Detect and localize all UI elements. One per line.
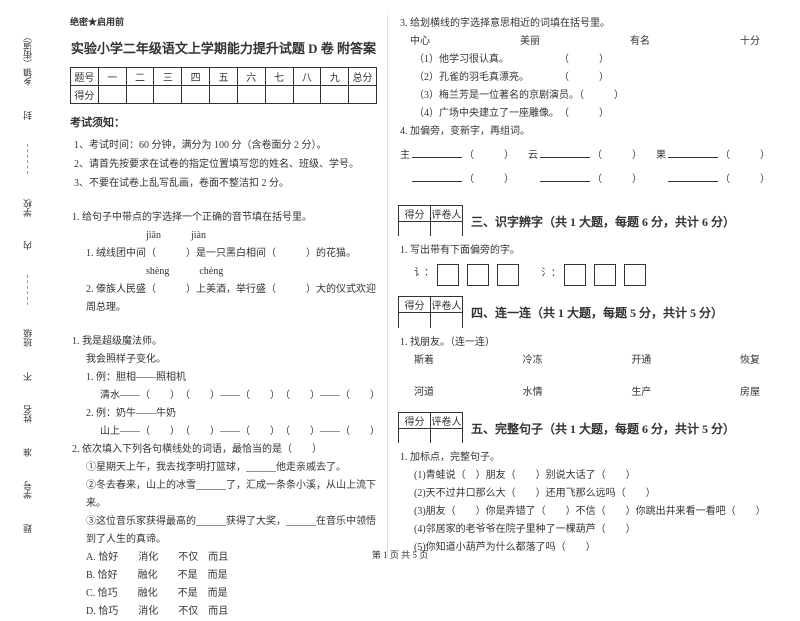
section-4: 得分评卷人 四、连一连（共 1 大题，每题 5 分，共计 5 分） (398, 296, 770, 327)
q-text: 1. 写出带有下面偏旁的字。 (400, 242, 770, 260)
side-label: 不 (21, 372, 34, 381)
q-text: 1. 我是超级魔法师。 (72, 333, 377, 351)
binding-margin: 乡镇（街道） 封 学校 内 班级 不 姓名 准 学号 题 (0, 0, 55, 565)
th: 五 (210, 68, 238, 86)
q-text: 4. 加偏旁，变新字，再组词。 (400, 123, 770, 141)
th: 二 (126, 68, 154, 86)
exam-title: 实验小学二年级语文上学期能力提升试题 D 卷 附答案 (70, 38, 377, 57)
left-column: 绝密★启用前 实验小学二年级语文上学期能力提升试题 D 卷 附答案 题号 一 二… (60, 15, 388, 557)
th: 题号 (71, 68, 99, 86)
side-label: 封 (21, 111, 34, 120)
notice-item: 1、考试时间：60 分钟，满分为 100 分（含卷面分 2 分）。 (74, 136, 377, 155)
side-label: 班级 (21, 329, 34, 347)
blank-row: （ ） （ ） （ ） (400, 171, 770, 189)
q-text: 1. 给句子中带点的字选择一个正确的音节填在括号里。 (72, 209, 377, 227)
notice-item: 2、请首先按要求在试卷的指定位置填写您的姓名、班级、学号。 (74, 155, 377, 174)
th: 六 (237, 68, 265, 86)
question-block: 1. 我是超级魔法师。 我会照样子变化。 1. 例：胆相——照相机 清水——（ … (70, 333, 377, 621)
question-block: 1. 给句子中带点的字选择一个正确的音节填在括号里。 jiānjiàn 1. 绒… (70, 209, 377, 317)
side-label: 学号 (21, 481, 34, 499)
section-3: 得分评卷人 三、识字辨字（共 1 大题，每题 6 分，共计 6 分） (398, 205, 770, 236)
score-entry-box: 得分评卷人 (398, 412, 463, 443)
q-line: 1. 绒线团中间（ ）是一只黑白相间（ ）的花猫。 (72, 245, 377, 263)
section-5: 得分评卷人 五、完整句子（共 1 大题，每题 6 分，共计 5 分） (398, 412, 770, 443)
side-label: 题 (21, 524, 34, 533)
score-table: 题号 一 二 三 四 五 六 七 八 九 总分 得分 (70, 67, 377, 104)
th: 一 (98, 68, 126, 86)
score-entry-box: 得分评卷人 (398, 205, 463, 236)
question-block: 1. 找朋友。（连一连） 斯着 冷冻 开通 恢复 河道 水情 生产 房屋 (398, 334, 770, 402)
blank-row: 主（ ） 云（ ） 果（ ） (400, 147, 770, 165)
notice-list: 1、考试时间：60 分钟，满分为 100 分（含卷面分 2 分）。 2、请首先按… (70, 136, 377, 193)
question-block: 1. 写出带有下面偏旁的字。 讠： 氵： (398, 242, 770, 286)
page-content: 绝密★启用前 实验小学二年级语文上学期能力提升试题 D 卷 附答案 题号 一 二… (0, 0, 800, 565)
question-block: 1. 加标点，完整句子。 (1)青蛙说（ ）朋友（ ）别说大话了（ ） (2)天… (398, 449, 770, 557)
side-label: 准 (21, 448, 34, 457)
q-text: 3. 给划横线的字选择意思相近的词填在括号里。 (400, 15, 770, 33)
side-label: 学校 (21, 199, 34, 217)
secret-label: 绝密★启用前 (70, 15, 377, 28)
match-row: 河道 水情 生产 房屋 (400, 384, 770, 402)
notice-item: 3、不要在试卷上乱写乱画，卷面不整洁扣 2 分。 (74, 174, 377, 193)
dash-line (27, 275, 28, 305)
q-line: 2. 傣族人民盛（ ）上美酒，举行盛（ ）大的仪式欢迎周总理。 (72, 281, 377, 317)
match-row: 斯着 冷冻 开通 恢复 (400, 352, 770, 370)
dash-line (27, 144, 28, 174)
th: 七 (265, 68, 293, 86)
td: 得分 (71, 86, 99, 104)
score-entry-box: 得分评卷人 (398, 296, 463, 327)
page-number: 第 1 页 共 5 页 (372, 548, 428, 561)
q-text: 2. 依次填入下列各句横线处的词语，最恰当的是（ ） (72, 441, 377, 459)
th: 三 (154, 68, 182, 86)
question-block: 3. 给划横线的字选择意思相近的词填在括号里。 中心 美丽 有名 十分 （1）他… (398, 15, 770, 195)
th: 总分 (349, 68, 377, 86)
side-label: 内 (21, 241, 34, 250)
q-text: 1. 找朋友。（连一连） (400, 334, 770, 352)
right-column: 3. 给划横线的字选择意思相近的词填在括号里。 中心 美丽 有名 十分 （1）他… (388, 15, 780, 557)
side-label: 乡镇（街道） (21, 32, 34, 86)
th: 四 (182, 68, 210, 86)
side-label: 姓名 (21, 405, 34, 423)
notice-heading: 考试须知： (70, 114, 377, 130)
th: 八 (293, 68, 321, 86)
q-text: 1. 加标点，完整句子。 (400, 449, 770, 467)
th: 九 (321, 68, 349, 86)
word-bank: 中心 美丽 有名 十分 (400, 33, 770, 51)
